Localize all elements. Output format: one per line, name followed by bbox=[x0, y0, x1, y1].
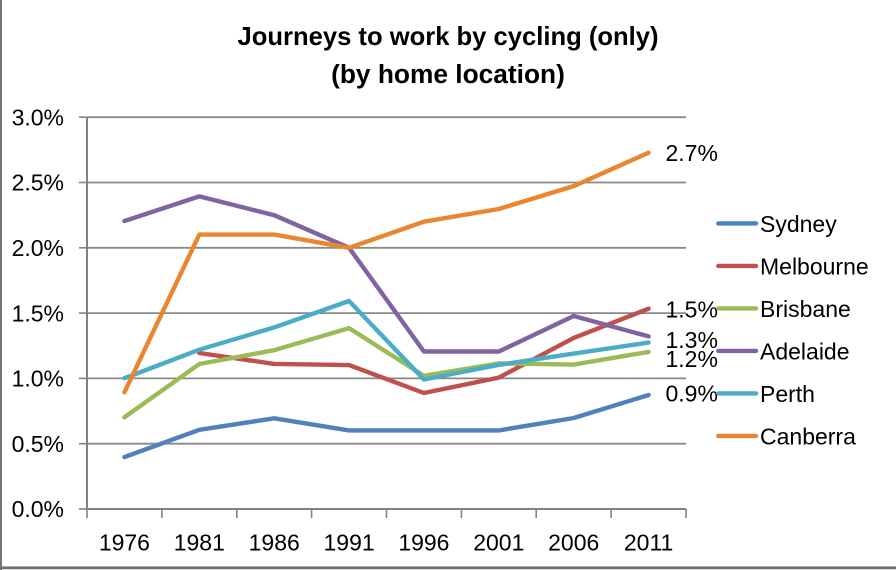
svg-text:1986: 1986 bbox=[249, 530, 300, 556]
svg-text:0.0%: 0.0% bbox=[12, 496, 64, 522]
svg-text:1991: 1991 bbox=[324, 530, 375, 556]
svg-text:1976: 1976 bbox=[99, 530, 150, 556]
svg-text:2011: 2011 bbox=[624, 530, 673, 556]
svg-text:(by home location): (by home location) bbox=[331, 59, 565, 89]
svg-text:Adelaide: Adelaide bbox=[760, 339, 850, 365]
svg-text:0.5%: 0.5% bbox=[12, 431, 64, 457]
svg-text:2.7%: 2.7% bbox=[666, 140, 718, 166]
svg-text:Brisbane: Brisbane bbox=[760, 296, 851, 322]
svg-text:3.0%: 3.0% bbox=[12, 104, 64, 130]
svg-text:Canberra: Canberra bbox=[760, 424, 856, 450]
svg-text:1.5%: 1.5% bbox=[666, 297, 718, 323]
svg-text:2.5%: 2.5% bbox=[12, 170, 64, 196]
svg-text:Journeys to work by cycling (o: Journeys to work by cycling (only) bbox=[238, 23, 659, 51]
svg-text:1.2%: 1.2% bbox=[666, 346, 718, 372]
svg-text:1.0%: 1.0% bbox=[12, 366, 64, 392]
svg-text:0.9%: 0.9% bbox=[666, 381, 718, 407]
svg-text:1.5%: 1.5% bbox=[12, 300, 64, 326]
svg-text:1.3%: 1.3% bbox=[666, 327, 718, 353]
svg-text:1981: 1981 bbox=[174, 530, 225, 556]
svg-text:2006: 2006 bbox=[548, 530, 599, 556]
svg-text:1996: 1996 bbox=[398, 530, 449, 556]
svg-text:2.0%: 2.0% bbox=[12, 235, 64, 261]
svg-text:Perth: Perth bbox=[760, 381, 815, 407]
svg-text:Sydney: Sydney bbox=[760, 211, 837, 237]
svg-text:2001: 2001 bbox=[473, 530, 524, 556]
svg-text:Melbourne: Melbourne bbox=[760, 254, 869, 280]
